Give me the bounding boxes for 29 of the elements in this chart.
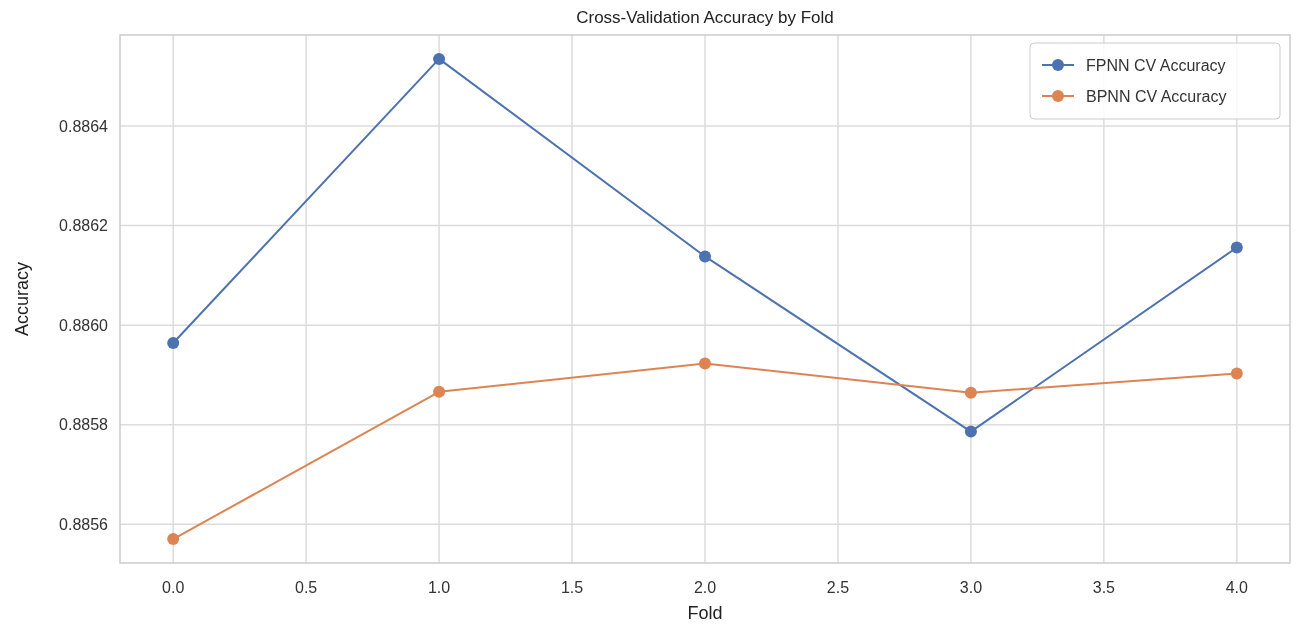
point	[167, 533, 180, 546]
x-tick-label: 1.5	[560, 579, 584, 596]
x-tick-label: 4.0	[1225, 579, 1249, 596]
x-tick-label: 1.0	[427, 579, 451, 596]
y-tick-label: 0.8864	[59, 117, 109, 135]
y-tick-label: 0.8858	[59, 416, 109, 434]
point	[433, 385, 446, 398]
point	[699, 250, 711, 263]
x-tick-label: 0.0	[162, 579, 185, 596]
y-axis-title: Accuracy	[12, 261, 32, 337]
point	[964, 386, 977, 399]
chart-title: Cross-Validation Accuracy by Fold	[576, 8, 834, 27]
point	[1230, 367, 1243, 380]
point	[433, 52, 446, 65]
y-tick-label: 0.8862	[59, 217, 109, 235]
x-tick-label: 2.0	[693, 579, 717, 596]
x-tick-label: 3.5	[1092, 579, 1116, 596]
legend-label: FPNN CV Accuracy	[1086, 56, 1226, 74]
x-tick-label: 3.0	[959, 579, 983, 596]
x-tick-label: 0.5	[295, 579, 318, 596]
x-tick-label: 2.5	[826, 579, 850, 596]
y-tick-label: 0.8860	[59, 316, 109, 334]
x-axis-title: Fold	[687, 603, 723, 623]
point	[167, 337, 180, 350]
point	[699, 357, 711, 370]
y-tick-label: 0.8856	[59, 515, 109, 533]
point	[964, 425, 977, 438]
legend-label: BPNN CV Accuracy	[1086, 87, 1227, 105]
point	[1230, 241, 1243, 254]
